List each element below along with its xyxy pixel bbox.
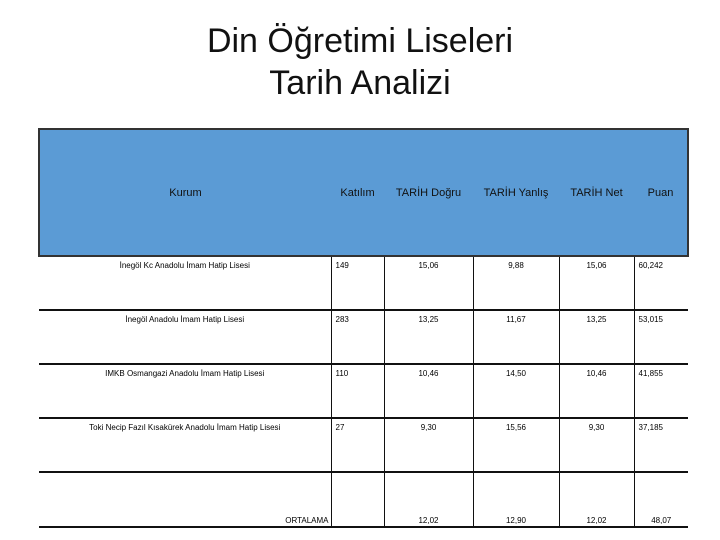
title-line-1: Din Öğretimi Liseleri — [206, 22, 514, 60]
tarih-analysis-table: Kurum Katılım TARİH Doğru TARİH Yanlış T… — [38, 128, 689, 528]
yanlis-cell: 14,50 — [472, 364, 559, 419]
katilim-cell: 27 — [330, 418, 384, 473]
puan-cell: 41,855 — [633, 364, 688, 419]
table-row: İnegöl Kc Anadolu İmam Hatip Lisesi 149 15… — [39, 256, 688, 311]
yanlis-cell: 15,56 — [472, 418, 559, 473]
kurum-cell: Toki Necip Fazıl Kısakürek Anadolu İmam … — [39, 418, 331, 473]
average-puan: 48,07 — [633, 472, 688, 528]
dogru-cell: 9,30 — [383, 418, 473, 473]
header-puan: Puan — [634, 128, 689, 257]
yanlis-cell: 11,67 — [472, 310, 559, 365]
net-cell: 9,30 — [558, 418, 634, 473]
header-yanlis: TARİH Yanlış — [473, 128, 559, 257]
table-row: IMKB Osmangazi Anadolu İmam Hatip Lisesi… — [39, 364, 688, 419]
dogru-cell: 10,46 — [383, 364, 473, 419]
header-dogru: TARİH Doğru — [384, 128, 473, 257]
puan-cell: 37,185 — [633, 418, 688, 473]
header-kurum: Kurum — [38, 128, 331, 257]
kurum-cell: IMKB Osmangazi Anadolu İmam Hatip Lisesi — [39, 364, 331, 419]
puan-cell: 53,015 — [633, 310, 688, 365]
yanlis-cell: 9,88 — [472, 256, 559, 311]
header-net: TARİH Net — [559, 128, 634, 257]
net-cell: 15,06 — [558, 256, 634, 311]
average-row: ORTALAMA 12,02 12,90 12,02 48,07 — [39, 472, 688, 528]
average-yanlis: 12,90 — [472, 472, 559, 528]
katilim-cell: 110 — [330, 364, 384, 419]
average-katilim — [330, 472, 384, 528]
puan-cell: 60,242 — [633, 256, 688, 311]
net-cell: 13,25 — [558, 310, 634, 365]
title-line-2: Tarih Analizi — [269, 64, 451, 102]
average-label: ORTALAMA — [39, 472, 331, 528]
header-row: Kurum Katılım TARİH Doğru TARİH Yanlış T… — [38, 128, 689, 257]
table-row: İnegöl Anadolu İmam Hatip Lisesi 283 13,25… — [39, 310, 688, 365]
average-dogru: 12,02 — [383, 472, 473, 528]
kurum-cell: İnegöl Kc Anadolu İmam Hatip Lisesi — [39, 256, 331, 311]
kurum-cell: İnegöl Anadolu İmam Hatip Lisesi — [39, 310, 331, 365]
page-title: Din Öğretimi Liseleri Tarih Analizi — [0, 20, 720, 104]
katilim-cell: 283 — [330, 310, 384, 365]
katilim-cell: 149 — [330, 256, 384, 311]
dogru-cell: 13,25 — [383, 310, 473, 365]
net-cell: 10,46 — [558, 364, 634, 419]
dogru-cell: 15,06 — [383, 256, 473, 311]
average-net: 12,02 — [558, 472, 634, 528]
header-katilim: Katılım — [331, 128, 384, 257]
table-row: Toki Necip Fazıl Kısakürek Anadolu İmam … — [39, 418, 688, 473]
